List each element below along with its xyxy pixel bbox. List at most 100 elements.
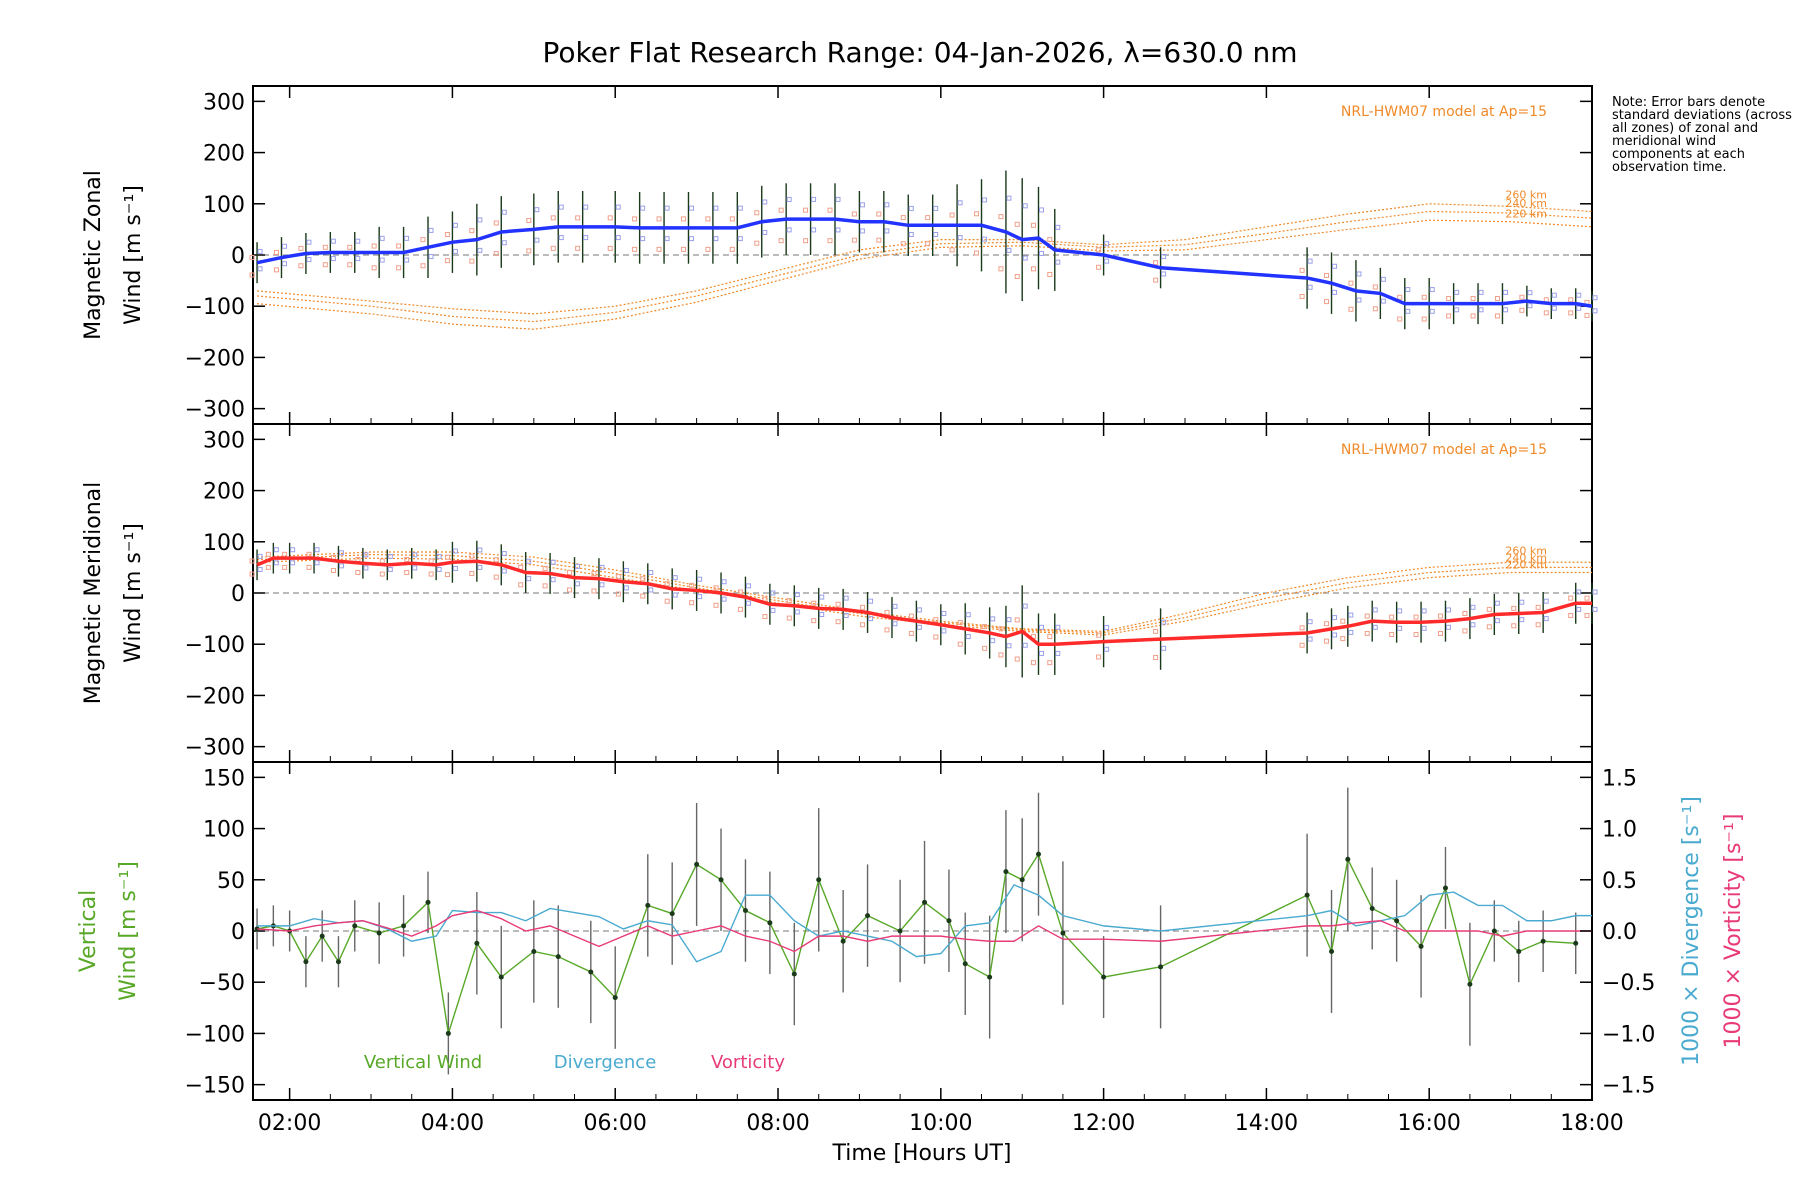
data-point: [1345, 856, 1351, 862]
zone-sample-marker: [762, 229, 768, 235]
zone-sample-marker: [754, 240, 760, 246]
zone-sample-marker: [982, 645, 988, 651]
zone-sample-marker: [851, 211, 857, 217]
zone-sample-marker: [1307, 636, 1313, 642]
zone-sample-marker: [249, 272, 255, 278]
series-magnetic-meridional-wind: [249, 540, 1598, 678]
zone-sample-marker: [518, 582, 524, 588]
zone-sample-marker: [607, 245, 613, 251]
y-tick-label: −100: [185, 1022, 245, 1047]
zone-sample-marker: [640, 205, 646, 211]
zone-sample-marker: [599, 582, 605, 588]
zone-sample-marker: [363, 552, 369, 558]
zone-sample-marker: [1047, 660, 1053, 666]
y2-tick-label: −0.5: [1602, 971, 1655, 996]
zone-sample-marker: [1584, 312, 1590, 318]
data-point: [352, 923, 358, 929]
zone-sample-marker: [908, 630, 914, 636]
zone-sample-marker: [1568, 297, 1574, 303]
zone-sample-marker: [290, 560, 296, 566]
zone-sample-marker: [737, 236, 743, 242]
zone-sample-marker: [1551, 292, 1557, 298]
zone-sample-marker: [745, 583, 751, 589]
zone-sample-marker: [1576, 305, 1582, 311]
zone-sample-marker: [827, 238, 833, 244]
data-point: [1573, 940, 1579, 946]
zone-sample-marker: [689, 582, 695, 588]
zone-sample-marker: [257, 248, 263, 254]
zone-sample-marker: [1022, 203, 1028, 209]
zone-sample-marker: [558, 235, 564, 241]
data-point: [742, 908, 748, 914]
x-tick-label: 02:00: [258, 1111, 321, 1136]
data-point: [922, 899, 928, 905]
x-tick-label: 04:00: [421, 1111, 484, 1136]
y-tick-label: 100: [203, 531, 245, 556]
zone-sample-marker: [273, 249, 279, 255]
zone-sample-marker: [501, 568, 507, 574]
zone-sample-marker: [811, 600, 817, 606]
zone-sample-marker: [1486, 624, 1492, 630]
zone-sample-marker: [469, 553, 475, 559]
y-tick-label: 300: [203, 428, 245, 453]
zone-sample-marker: [957, 641, 963, 647]
zone-sample-marker: [949, 247, 955, 253]
zone-sample-marker: [534, 207, 540, 213]
zone-sample-marker: [1543, 598, 1549, 604]
zone-sample-marker: [404, 570, 410, 576]
zone-sample-marker: [688, 205, 694, 211]
zone-sample-marker: [925, 215, 931, 221]
zone-sample-marker: [290, 547, 296, 553]
y-axis-label-line1: Magnetic Zonal: [81, 170, 106, 340]
zone-sample-marker: [396, 265, 402, 271]
zone-sample-marker: [1161, 271, 1167, 277]
zone-sample-marker: [1340, 636, 1346, 642]
zone-sample-marker: [306, 551, 312, 557]
zone-sample-marker: [1299, 293, 1305, 299]
zone-sample-marker: [1161, 619, 1167, 625]
zone-sample-marker: [404, 235, 410, 241]
zone-sample-marker: [1055, 650, 1061, 656]
zone-sample-marker: [713, 236, 719, 242]
zone-sample-marker: [1421, 625, 1427, 631]
zone-sample-marker: [729, 246, 735, 252]
zone-sample-marker: [1576, 606, 1582, 612]
zone-sample-marker: [347, 244, 353, 250]
zone-sample-marker: [957, 619, 963, 625]
zone-sample-marker: [754, 210, 760, 216]
zone-sample-marker: [1055, 224, 1061, 230]
zone-sample-marker: [737, 205, 743, 211]
zone-sample-marker: [1454, 289, 1460, 295]
zone-sample-marker: [705, 246, 711, 252]
zone-sample-marker: [550, 577, 556, 583]
zone-sample-marker: [1470, 313, 1476, 319]
zone-sample-marker: [493, 574, 499, 580]
zone-sample-marker: [1364, 630, 1370, 636]
zone-sample-marker: [371, 243, 377, 249]
zone-sample-marker: [835, 196, 841, 202]
zone-sample-marker: [900, 215, 906, 221]
zone-sample-marker: [811, 227, 817, 233]
zone-sample-marker: [1421, 294, 1427, 300]
series-vertical-wind: [254, 787, 1579, 1075]
zone-sample-marker: [306, 239, 312, 245]
legend-entry: Divergence: [554, 1052, 657, 1073]
zone-sample-marker: [469, 258, 475, 264]
data-point: [1369, 905, 1375, 911]
zone-sample-marker: [469, 228, 475, 234]
zone-sample-marker: [477, 217, 483, 223]
zone-sample-marker: [745, 600, 751, 606]
zone-sample-marker: [786, 615, 792, 621]
zone-sample-marker: [542, 565, 548, 571]
data-point: [946, 918, 952, 924]
y-tick-label: −200: [185, 346, 245, 371]
zone-sample-marker: [1348, 629, 1354, 635]
zone-sample-marker: [884, 609, 890, 615]
zone-sample-marker: [811, 196, 817, 202]
zone-sample-marker: [762, 614, 768, 620]
zone-sample-marker: [1047, 634, 1053, 640]
zone-sample-marker: [998, 266, 1004, 272]
zone-sample-marker: [1445, 607, 1451, 613]
zone-sample-marker: [713, 585, 719, 591]
